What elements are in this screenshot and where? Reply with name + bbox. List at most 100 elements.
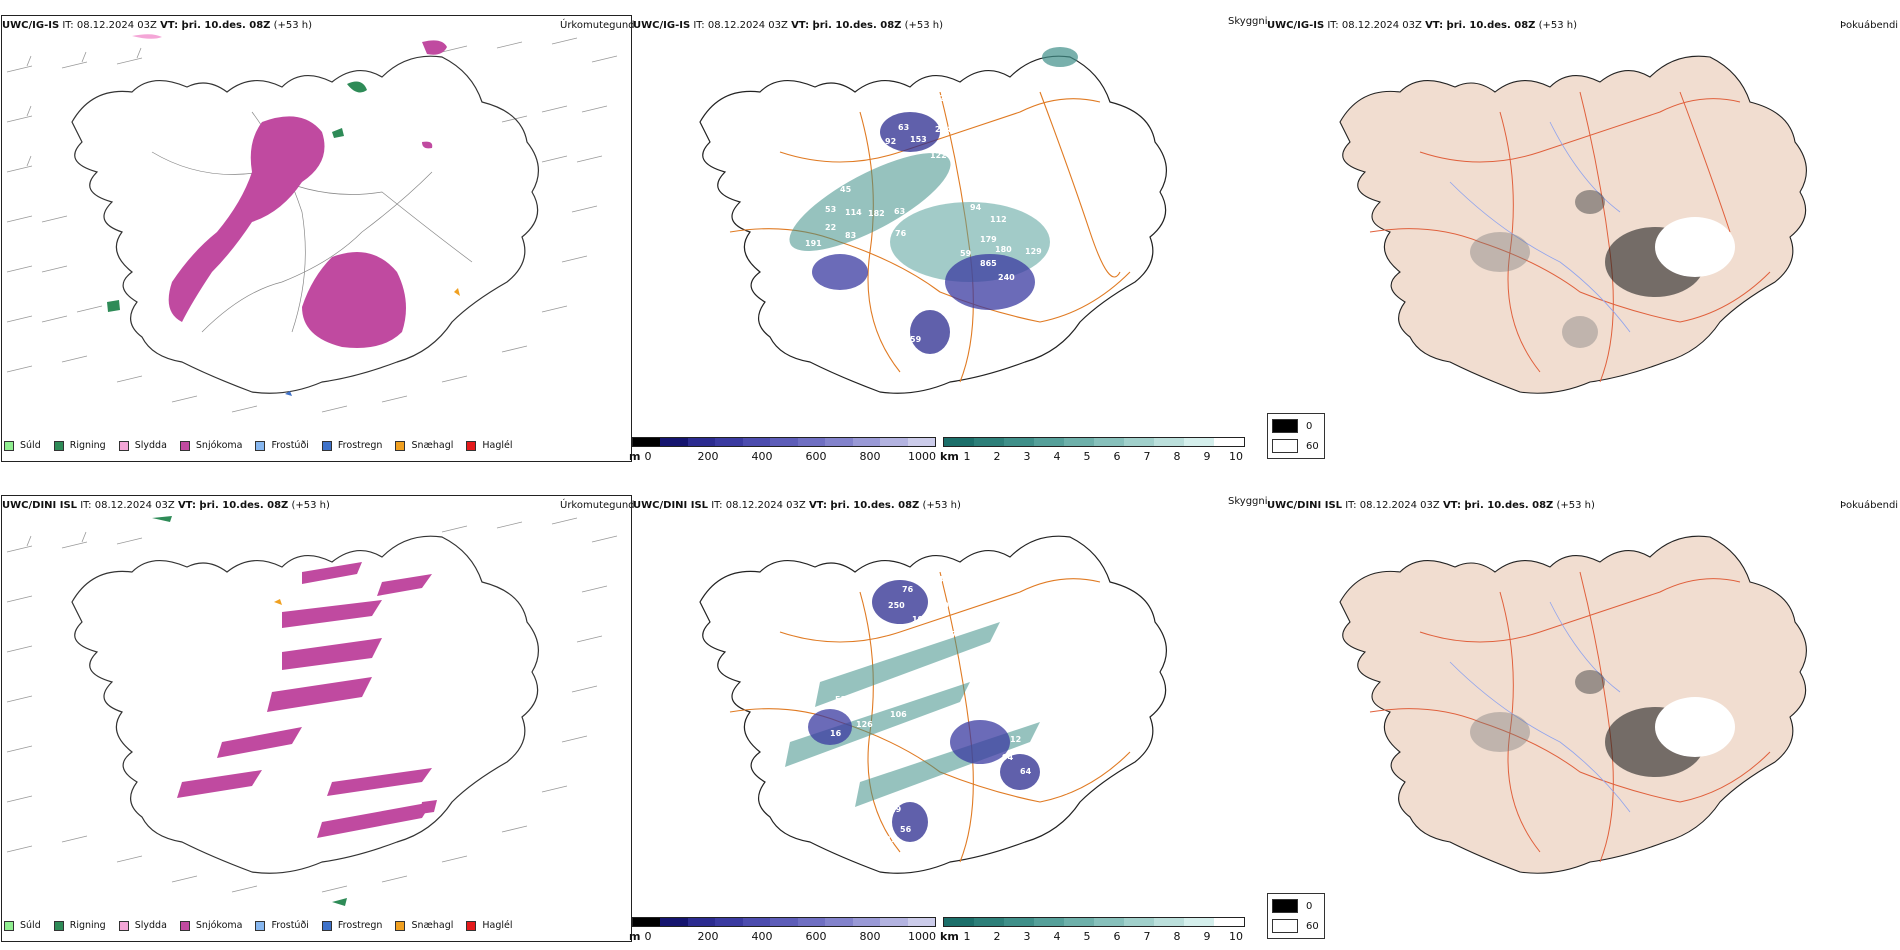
visibility-fields — [785, 580, 1040, 842]
legend-swatch — [53, 440, 64, 451]
colorbar-tick: 400 — [751, 450, 773, 463]
shadow-swatch-light — [1272, 919, 1298, 933]
colorbar-tick: 5 — [1083, 450, 1091, 463]
visibility-value-label: 180 — [995, 245, 1012, 254]
fog-shading — [1470, 670, 1735, 777]
visibility-value-label: 126 — [856, 720, 873, 729]
row-1: UWC/IG-IS IT: 08.12.2024 03Z VT: þri. 10… — [0, 0, 1900, 470]
visibility-value-label: 69 — [1048, 741, 1060, 750]
colorbar-tick: 8 — [1173, 450, 1181, 463]
colorbar-tick: 6 — [1113, 930, 1121, 943]
colorbar-tick: 800 — [859, 930, 881, 943]
legend-item-hail: Haglél — [466, 440, 513, 451]
shadow-legend-2: 0 60 — [1267, 893, 1325, 939]
wind-barbs — [6, 517, 618, 893]
colorbar-tick: 8 — [1173, 930, 1181, 943]
visibility-value-label: 63 — [894, 207, 905, 216]
visibility-value-label: 92 — [885, 137, 896, 146]
legend-item-rain: Rigning — [53, 920, 106, 931]
visibility-value-label: 45 — [890, 291, 902, 300]
fog-map — [1339, 55, 1807, 394]
legend-item-freezing-rain: Frostregn — [321, 440, 382, 451]
shadow-legend: 0 60 — [1267, 413, 1325, 459]
visibility-value-label: 59 — [910, 335, 922, 344]
visibility-value-label: 36 — [942, 561, 954, 570]
fog-shading — [1470, 190, 1735, 348]
fog-title: Þokuábendi — [1840, 20, 1899, 31]
colorbar-tick: 4 — [1053, 930, 1061, 943]
legend-item-sleet: Slydda — [118, 440, 167, 451]
precip-type-legend: Súld Rigning Slydda Snjókoma Frostúði Fr… — [4, 440, 526, 451]
precip-type-legend-2: Súld Rigning Slydda Snjókoma Frostúði Fr… — [4, 920, 526, 931]
roads — [729, 571, 1131, 863]
visibility-value-label: 64 — [1020, 767, 1032, 776]
legend-item-rain: Rigning — [53, 440, 106, 451]
colorbar-tick: 7 — [1143, 450, 1151, 463]
visibility-value-label: 128 — [885, 317, 902, 326]
precip-type-panel-frame — [1, 15, 632, 462]
legend-swatch — [466, 920, 477, 931]
visibility-title: Skyggni — [1228, 16, 1268, 27]
colorbar-tick: 4 — [1053, 450, 1061, 463]
colorbar-km-unit: km — [940, 450, 959, 463]
colorbar-tick: 2 — [993, 930, 1001, 943]
visibility-value-label: 83 — [845, 231, 856, 240]
visibility-title-2: Skyggni — [1228, 496, 1268, 507]
colorbar-tick: 0 — [644, 930, 652, 943]
visibility-value-label: 76 — [902, 585, 914, 594]
precip-type-map-2 — [6, 516, 618, 906]
legend-item-snow: Snjókoma — [179, 920, 242, 931]
colorbar-tick: 600 — [805, 930, 827, 943]
legend-swatch — [118, 920, 129, 931]
visibility-value-label: 122 — [930, 151, 947, 160]
visibility-value-label: 214 — [935, 125, 952, 134]
visibility-value-label: 112 — [990, 215, 1007, 224]
visibility-value-label: 240 — [998, 273, 1015, 282]
legend-swatch — [255, 440, 266, 451]
colorbar-tick: 1 — [963, 450, 971, 463]
iceland-outline — [71, 535, 539, 874]
colorbar-meters-unit: m — [629, 930, 641, 943]
colorbar-meters-unit: m — [629, 450, 641, 463]
row-2: UWC/DINI ISL IT: 08.12.2024 03Z VT: þri.… — [0, 480, 1900, 950]
fog-header-2: UWC/DINI ISL IT: 08.12.2024 03Z VT: þri.… — [1267, 500, 1595, 511]
visibility-value-label: 96 — [928, 563, 940, 572]
visibility-value-label: 74 — [932, 575, 944, 584]
legend-swatch — [255, 920, 266, 931]
legend-item-drizzle: Súld — [4, 440, 41, 451]
legend-item-snow: Snjókoma — [179, 440, 242, 451]
colorbar-tick: 200 — [697, 450, 719, 463]
colorbar-km-bar — [943, 917, 1245, 927]
visibility-value-label: 53 — [825, 205, 836, 214]
visibility-value-label: 129 — [1025, 247, 1042, 256]
visibility-value-label: 87 — [885, 835, 896, 844]
visibility-value-label: 76 — [895, 229, 907, 238]
precip-type-header: UWC/IG-IS IT: 08.12.2024 03Z VT: þri. 10… — [2, 20, 313, 31]
colorbar-tick: 10 — [1229, 450, 1243, 463]
colorbar-meters-bar — [632, 437, 936, 447]
legend-item-freezing-drizzle: Frostúði — [255, 920, 309, 931]
legend-item-sleet: Slydda — [118, 920, 167, 931]
colorbar-tick: 0 — [644, 450, 652, 463]
visibility-value-label: 120 — [932, 601, 949, 610]
fog-title-2: Þokuábendi — [1840, 500, 1899, 511]
legend-swatch — [179, 440, 190, 451]
legend-swatch — [179, 920, 190, 931]
visibility-value-label: 20 — [898, 567, 910, 576]
legend-swatch — [53, 920, 64, 931]
legend-item-drizzle: Súld — [4, 920, 41, 931]
visibility-header: UWC/IG-IS IT: 08.12.2024 03Z VT: þri. 10… — [633, 20, 944, 31]
legend-item-freezing-rain: Frostregn — [321, 920, 382, 931]
precip-type-header-2: UWC/DINI ISL IT: 08.12.2024 03Z VT: þri.… — [2, 500, 330, 511]
visibility-value-label: 45 — [840, 185, 852, 194]
precip-type-panel-frame-2 — [1, 495, 632, 942]
visibility-value-label: 114 — [845, 208, 862, 217]
visibility-value-label: 16 — [830, 729, 842, 738]
colorbar-tick: 1000 — [908, 930, 936, 943]
colorbar-tick: 5 — [1083, 930, 1091, 943]
legend-swatch — [4, 440, 14, 451]
fog-map-2 — [1339, 535, 1807, 874]
